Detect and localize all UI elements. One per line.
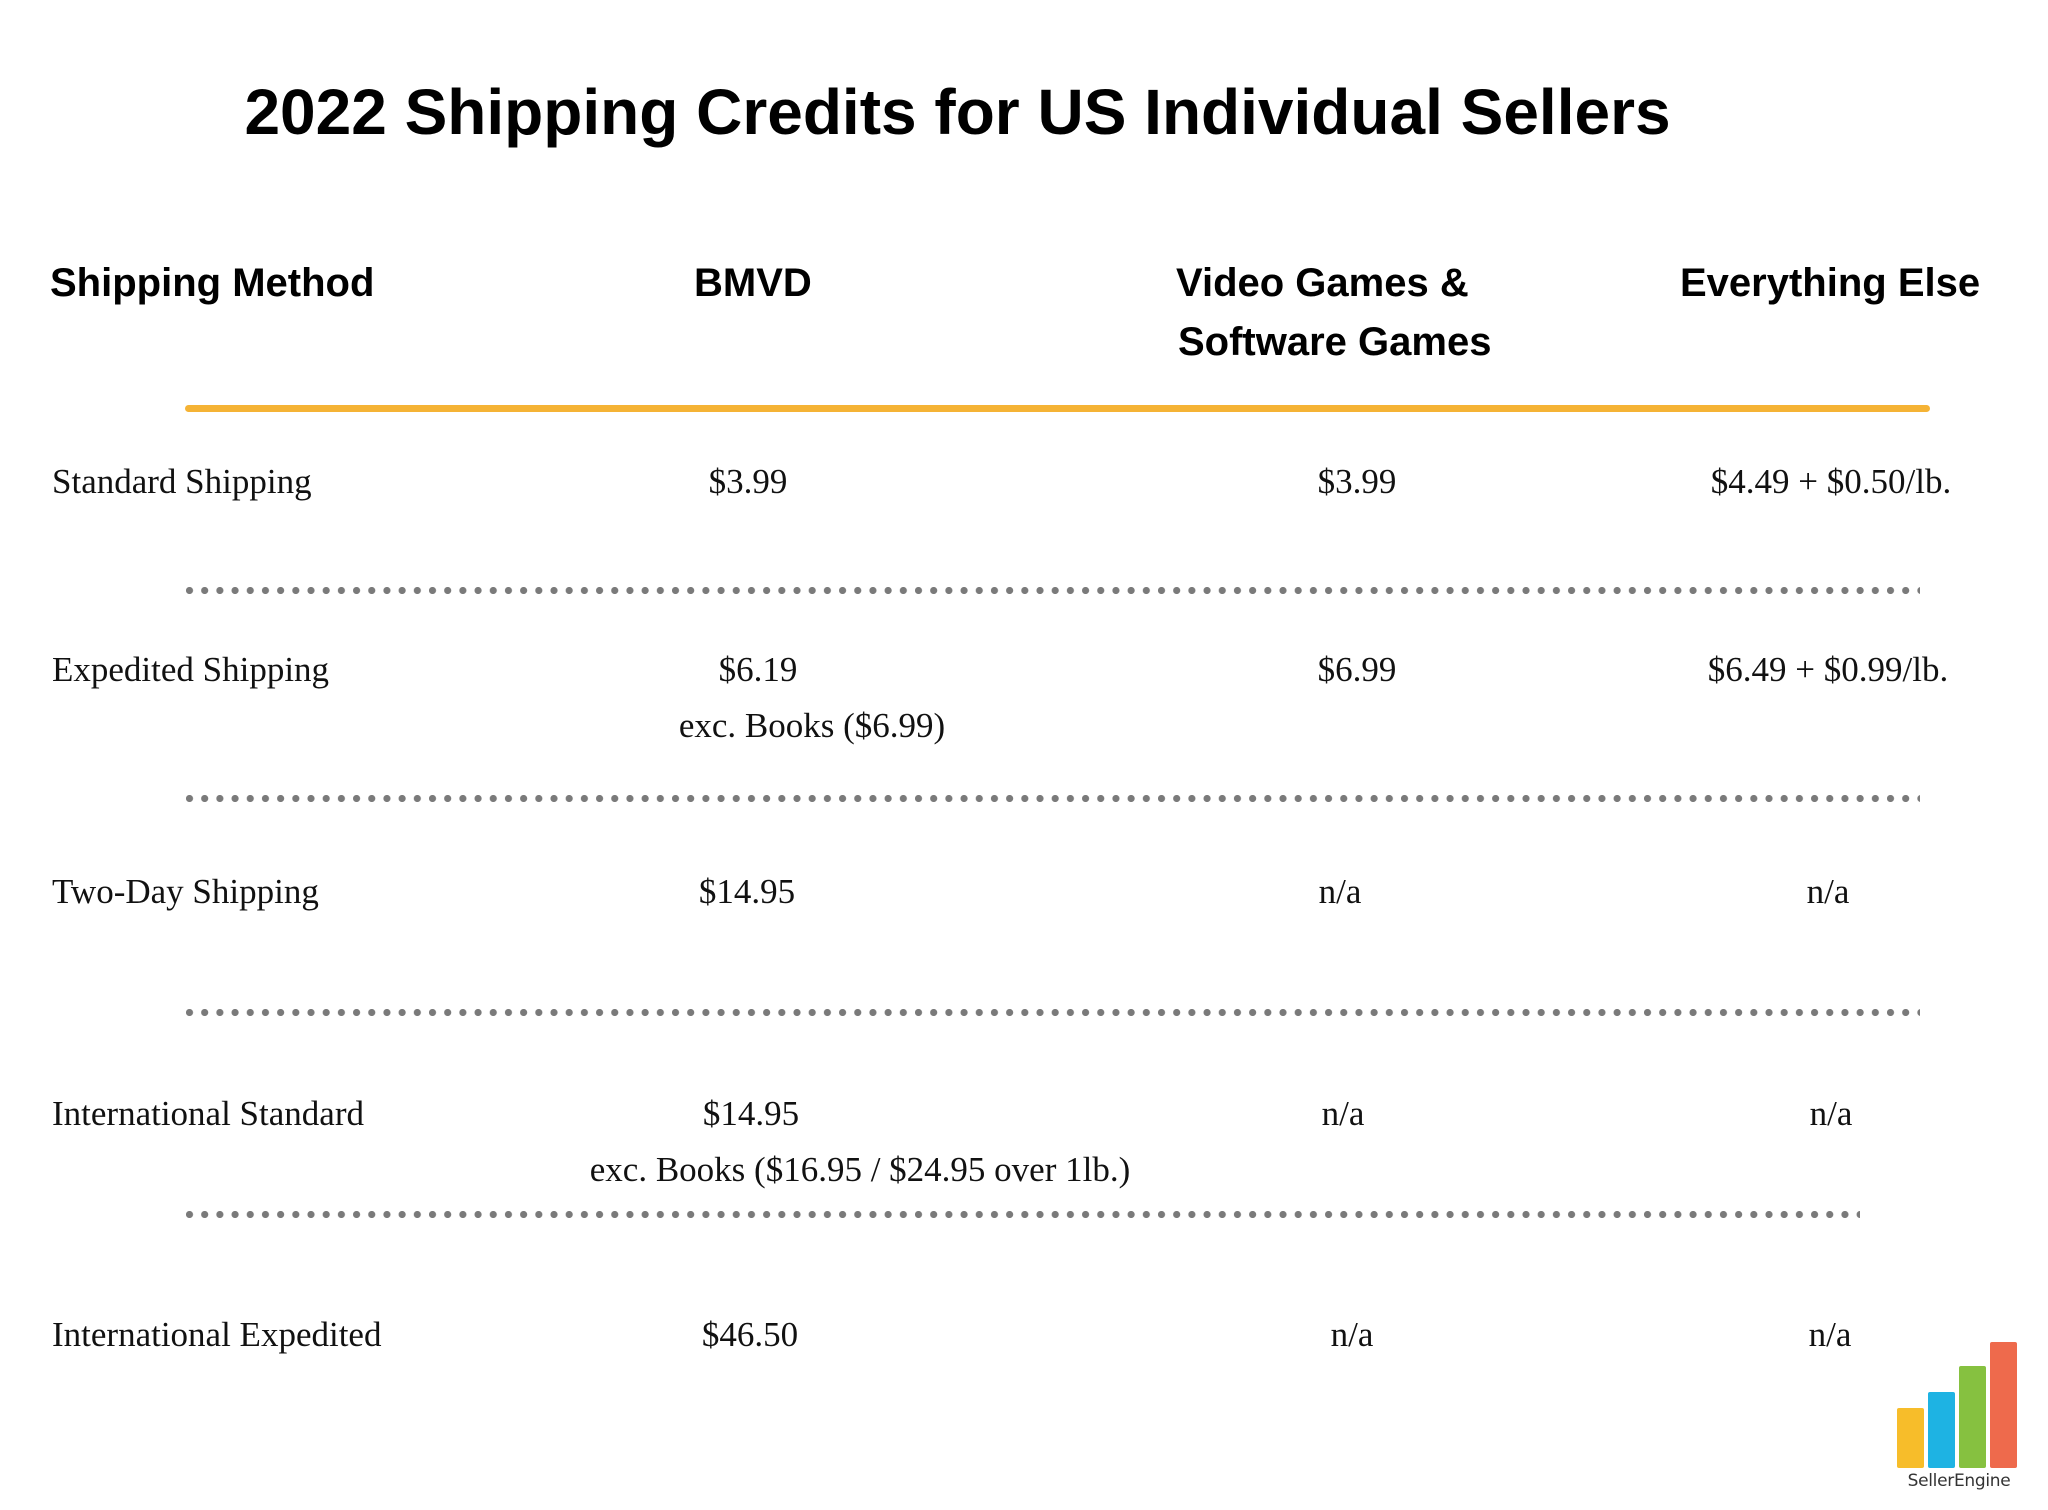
header-bmvd: BMVD xyxy=(694,261,812,305)
header-shipping-method: Shipping Method xyxy=(50,261,375,305)
row-intl-expedited-method: International Expedited xyxy=(52,1315,382,1354)
bar-chart-logo-icon xyxy=(1894,1338,2024,1468)
dotted-separator xyxy=(186,1009,1920,1016)
row-standard-bmvd: $3.99 xyxy=(708,462,788,501)
row-two-day-bmvd: $14.95 xyxy=(698,872,796,911)
row-intl-standard-video: n/a xyxy=(1321,1094,1365,1133)
header-video-games-line1: Video Games & xyxy=(1176,261,1469,305)
row-expedited-bmvd: $6.19 xyxy=(718,650,798,689)
row-standard-method: Standard Shipping xyxy=(52,462,312,501)
logo-bar-red xyxy=(1990,1342,2017,1468)
dotted-separator xyxy=(186,587,1920,594)
header-accent-rule xyxy=(185,405,1930,412)
row-standard-video: $3.99 xyxy=(1317,462,1397,501)
row-expedited-video: $6.99 xyxy=(1317,650,1397,689)
row-expedited-else: $6.49 + $0.99/lb. xyxy=(1707,650,1949,689)
logo-bar-blue xyxy=(1928,1392,1955,1468)
row-intl-expedited-bmvd: $46.50 xyxy=(701,1315,799,1354)
row-intl-standard-bmvd-note: exc. Books ($16.95 / $24.95 over 1lb.) xyxy=(589,1150,1131,1189)
dotted-separator xyxy=(186,1211,1860,1218)
row-two-day-else: n/a xyxy=(1806,872,1850,911)
header-everything-else: Everything Else xyxy=(1680,261,1981,305)
row-expedited-method: Expedited Shipping xyxy=(52,650,330,689)
logo-bar-green xyxy=(1959,1366,1986,1468)
header-video-games-line2: Software Games xyxy=(1178,320,1492,364)
row-two-day-method: Two-Day Shipping xyxy=(52,872,319,911)
row-intl-expedited-video: n/a xyxy=(1330,1315,1374,1354)
row-intl-standard-else: n/a xyxy=(1809,1094,1853,1133)
row-intl-standard-bmvd: $14.95 xyxy=(702,1094,800,1133)
logo-bar-yellow xyxy=(1897,1408,1924,1468)
row-intl-standard-method: International Standard xyxy=(52,1094,364,1133)
sellerengine-logo: SellerEngine xyxy=(1894,1338,2024,1498)
row-expedited-bmvd-note: exc. Books ($6.99) xyxy=(678,706,946,745)
row-two-day-video: n/a xyxy=(1318,872,1362,911)
row-standard-else: $4.49 + $0.50/lb. xyxy=(1710,462,1952,501)
page-title: 2022 Shipping Credits for US Individual … xyxy=(244,76,1671,148)
row-intl-expedited-else: n/a xyxy=(1808,1315,1852,1354)
logo-wordmark: SellerEngine xyxy=(1907,1471,2011,1491)
dotted-separator xyxy=(186,795,1920,802)
